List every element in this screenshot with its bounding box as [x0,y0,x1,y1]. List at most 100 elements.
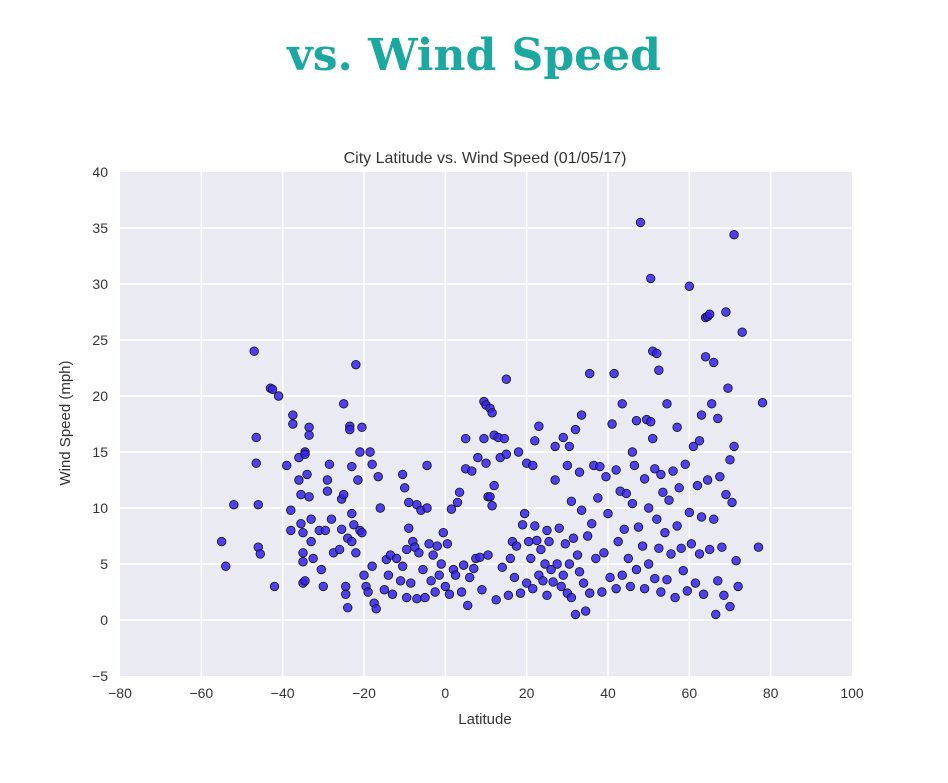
data-point [298,548,308,558]
data-point [574,467,585,477]
data-point [519,508,530,519]
data-point [499,433,510,444]
data-point [629,460,640,471]
data-point [757,398,768,408]
data-point [349,520,359,530]
data-point [560,539,571,549]
data-point [694,549,705,559]
data-point [221,561,231,571]
data-point [267,384,278,394]
data-point [422,460,432,471]
x-tick-label: 80 [763,685,779,701]
data-point [338,399,349,409]
data-point [593,493,603,503]
data-point [580,606,591,616]
data-point [452,497,463,508]
data-point [646,417,656,427]
data-point [412,594,422,604]
data-point [336,524,347,534]
data-point [444,589,455,599]
data-point [456,587,467,597]
data-point [696,512,707,522]
data-point [460,433,471,444]
data-point [399,483,410,493]
data-point [627,447,638,457]
data-point [702,475,713,485]
data-point [635,217,646,228]
data-point [613,536,623,547]
data-point [306,514,316,524]
data-point [576,410,587,420]
data-point [676,543,686,554]
data-point [631,564,642,575]
data-point [540,559,550,569]
data-point [686,539,697,549]
data-point [713,576,723,586]
data-point [605,572,615,583]
data-point [355,447,365,457]
data-point [304,430,314,440]
data-point [404,497,414,508]
data-point [717,542,727,552]
data-point [387,589,398,599]
data-point [727,497,737,508]
data-point [542,525,552,536]
data-point [652,348,662,359]
data-point [300,576,310,586]
data-point [397,561,408,571]
data-point [296,518,306,529]
data-point [479,433,489,444]
data-point [357,527,367,538]
data-point [711,609,721,620]
data-point [719,590,729,601]
data-point [631,415,642,426]
data-point [652,514,662,524]
chart-title: City Latitude vs. Wind Speed (01/05/17) [344,150,627,167]
data-point [347,536,357,547]
x-tick-label: 100 [840,685,864,701]
y-tick-label: 35 [92,220,108,236]
data-point [678,566,688,576]
y-tick-label: 25 [92,332,108,348]
data-point [322,475,333,485]
data-point [662,574,672,585]
data-point [582,531,593,541]
data-point [700,352,711,362]
data-point [637,541,648,551]
data-point [609,368,619,379]
grid-lines [120,172,852,676]
data-point [379,585,390,595]
data-point [660,527,670,538]
y-tick-labels: −5 0 5 10 15 20 25 30 35 40 [92,164,108,684]
y-tick-label: 15 [92,444,108,460]
data-point [420,592,430,603]
data-point [513,447,524,457]
data-point [552,559,562,569]
data-point [351,548,361,558]
data-point [656,469,666,480]
data-point [438,527,449,538]
x-tick-label: −80 [108,685,132,701]
data-point [707,399,717,409]
data-point [489,480,499,491]
data-point [402,544,412,555]
data-point [725,455,735,465]
data-point [282,460,292,471]
data-point [524,536,534,547]
data-point [595,461,605,472]
data-point [341,581,351,592]
data-point [601,471,611,482]
data-point [564,559,575,569]
data-point [318,581,329,592]
data-point [347,461,357,472]
data-point [597,587,607,597]
data-point [603,508,613,519]
data-point [491,595,501,605]
y-tick-label: 10 [92,500,108,516]
data-point [334,544,345,555]
data-point [548,577,558,587]
data-point [721,489,731,500]
data-point [672,521,682,531]
data-point [517,520,528,530]
data-point [542,590,552,601]
